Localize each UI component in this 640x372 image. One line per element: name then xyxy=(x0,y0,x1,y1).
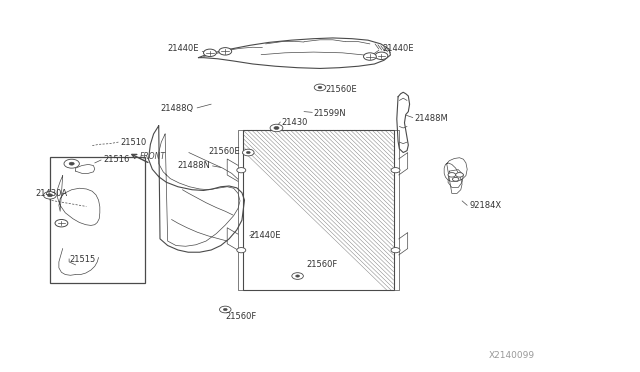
Circle shape xyxy=(69,162,74,165)
Text: 21488N: 21488N xyxy=(177,161,210,170)
Circle shape xyxy=(391,248,400,253)
Text: 21599N: 21599N xyxy=(314,109,346,118)
Circle shape xyxy=(223,308,227,311)
Circle shape xyxy=(318,86,322,89)
Circle shape xyxy=(237,167,246,173)
Circle shape xyxy=(292,273,303,279)
Text: 21430: 21430 xyxy=(282,118,308,126)
Circle shape xyxy=(296,275,300,277)
Text: 21515: 21515 xyxy=(69,255,95,264)
Text: 21488M: 21488M xyxy=(415,114,449,123)
Circle shape xyxy=(219,48,232,55)
Circle shape xyxy=(274,126,279,129)
Text: 21440E: 21440E xyxy=(167,44,198,53)
Text: 21560F: 21560F xyxy=(225,312,257,321)
Circle shape xyxy=(220,306,231,313)
Bar xyxy=(50,157,145,283)
Text: 21510: 21510 xyxy=(120,138,147,147)
Circle shape xyxy=(314,84,326,91)
Text: X2140099: X2140099 xyxy=(488,351,534,360)
Circle shape xyxy=(55,219,68,227)
Text: 21440E: 21440E xyxy=(383,44,414,53)
Circle shape xyxy=(270,124,283,132)
Circle shape xyxy=(391,167,400,173)
Circle shape xyxy=(44,192,56,199)
Text: 21560F: 21560F xyxy=(306,260,337,269)
Circle shape xyxy=(364,53,376,60)
Circle shape xyxy=(246,151,250,154)
Text: 92184X: 92184X xyxy=(469,201,501,210)
Text: 21516: 21516 xyxy=(104,155,130,164)
Circle shape xyxy=(243,149,254,156)
Circle shape xyxy=(452,177,459,181)
Circle shape xyxy=(448,173,456,177)
Bar xyxy=(243,130,394,290)
Circle shape xyxy=(204,49,216,57)
Circle shape xyxy=(47,194,52,197)
Text: 21488Q: 21488Q xyxy=(160,104,193,113)
Text: FRONT: FRONT xyxy=(140,152,166,161)
Circle shape xyxy=(375,52,388,60)
Text: 21560E: 21560E xyxy=(325,85,356,94)
Circle shape xyxy=(456,173,463,177)
Text: 21430A: 21430A xyxy=(35,189,67,198)
Text: 21440E: 21440E xyxy=(250,231,281,240)
Text: 21560E: 21560E xyxy=(209,147,240,156)
Circle shape xyxy=(237,248,246,253)
Circle shape xyxy=(64,159,79,168)
